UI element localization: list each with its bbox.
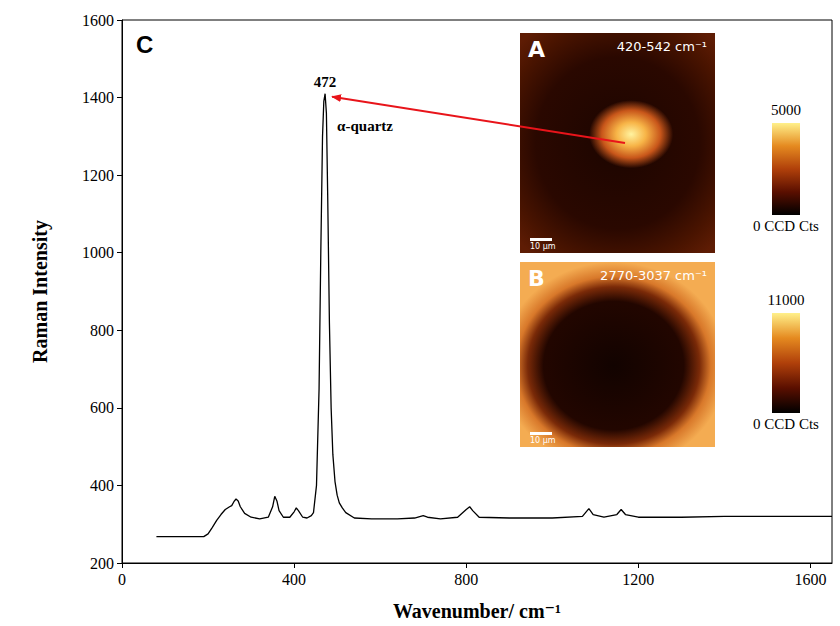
- svg-text:400: 400: [90, 477, 114, 494]
- svg-text:600: 600: [90, 399, 114, 416]
- html-text:5000: 5000: [771, 102, 801, 118]
- svg-text:400: 400: [282, 571, 306, 588]
- html-text:A: A: [528, 37, 545, 62]
- html-text:B: B: [528, 266, 545, 291]
- svg-text:1200: 1200: [622, 571, 654, 588]
- svg-text:1600: 1600: [82, 12, 114, 29]
- svg-text:α-quartz: α-quartz: [337, 118, 393, 134]
- svg-text:0: 0: [118, 571, 126, 588]
- html-text:10 μm: 10 μm: [530, 436, 556, 445]
- svg-text:472: 472: [314, 74, 337, 90]
- html-text:420-542 cm⁻¹: 420-542 cm⁻¹: [616, 39, 707, 54]
- svg-text:1200: 1200: [82, 167, 114, 184]
- svg-text:1000: 1000: [82, 244, 114, 261]
- svg-text:800: 800: [90, 322, 114, 339]
- svg-text:1600: 1600: [794, 571, 826, 588]
- svg-text:200: 200: [90, 555, 114, 572]
- html-text:0 CCD Cts: 0 CCD Cts: [753, 416, 819, 432]
- html-text:10 μm: 10 μm: [530, 242, 556, 251]
- svg-text:Raman Intensity: Raman Intensity: [29, 220, 52, 363]
- html-text:0 CCD Cts: 0 CCD Cts: [753, 218, 819, 234]
- svg-text:C: C: [136, 31, 153, 58]
- html-text:11000: 11000: [767, 292, 805, 308]
- svg-text:Wavenumber/ cm⁻¹: Wavenumber/ cm⁻¹: [393, 600, 561, 622]
- svg-text:800: 800: [454, 571, 478, 588]
- svg-text:1400: 1400: [82, 89, 114, 106]
- html-text:2770-3037 cm⁻¹: 2770-3037 cm⁻¹: [600, 268, 707, 283]
